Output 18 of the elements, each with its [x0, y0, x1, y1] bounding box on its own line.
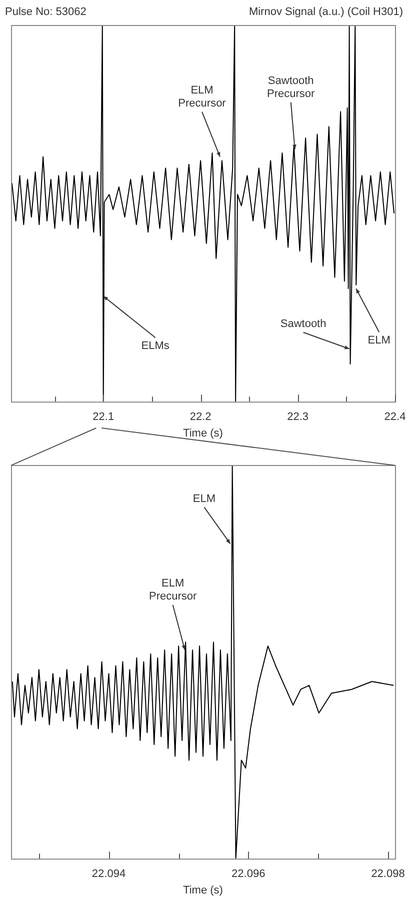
annotation: ELM Precursor	[178, 84, 226, 110]
x-tick-label: 22.098	[371, 868, 405, 880]
x-tick-label: 22.2	[190, 411, 212, 424]
annotation: Sawtooth Precursor	[267, 74, 316, 100]
x-tick-label: 22.094	[92, 868, 126, 880]
x-tick-label: 22.1	[92, 411, 114, 424]
x-axis-title: Time (s)	[183, 427, 223, 440]
annotation: Sawtooth	[280, 318, 326, 330]
x-tick-label: 22.3	[287, 411, 308, 424]
annotation: ELM	[368, 334, 390, 347]
chart-title: Pulse No: 53062	[5, 6, 86, 18]
x-tick-label: 22.4	[384, 411, 406, 424]
annotation: ELM	[192, 492, 216, 505]
x-axis-title: Time (s)	[183, 884, 223, 896]
annotation: ELM Precursor	[149, 578, 198, 603]
annotation: ELMs	[141, 340, 170, 352]
y-axis-title: Mirnov Signal (a.u.) (Coil H301)	[248, 6, 403, 18]
x-tick-label: 22.096	[232, 868, 266, 880]
